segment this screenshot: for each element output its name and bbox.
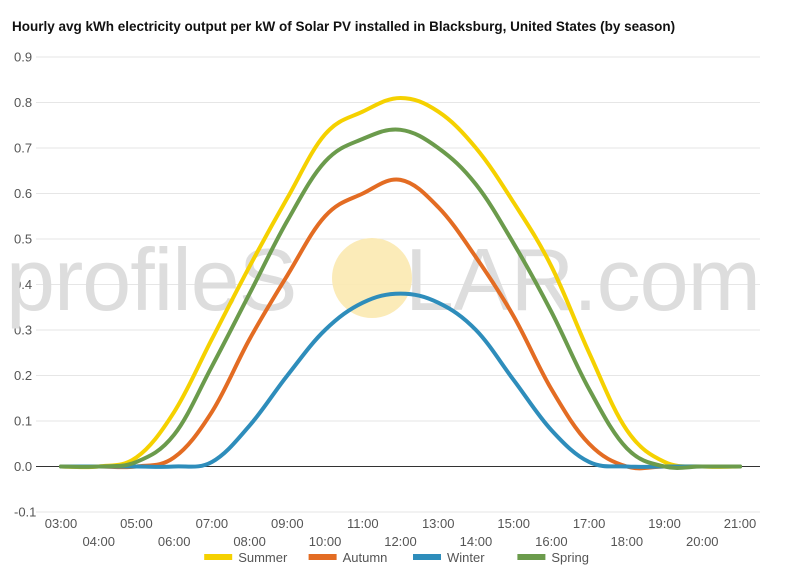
x-tick-label: 15:00 — [497, 516, 530, 531]
x-tick-label: 19:00 — [648, 516, 681, 531]
x-tick-label: 21:00 — [724, 516, 757, 531]
legend-swatch-summer — [204, 554, 233, 560]
series-line-winter — [59, 291, 742, 469]
x-tick-label: 14:00 — [460, 534, 493, 549]
y-tick-label: 0.0 — [14, 459, 32, 474]
x-tick-label: 06:00 — [158, 534, 191, 549]
legend-label-autumn: Autumn — [343, 550, 388, 565]
x-tick-label: 17:00 — [573, 516, 606, 531]
legend-label-spring: Spring — [551, 550, 589, 565]
legend-swatch-autumn — [308, 554, 337, 560]
y-tick-label: 0.6 — [14, 186, 32, 201]
y-tick-label: 0.9 — [14, 50, 32, 65]
y-tick-label: 0.2 — [14, 368, 32, 383]
y-tick-label: 0.4 — [14, 277, 32, 292]
x-tick-label: 10:00 — [309, 534, 342, 549]
y-tick-label: 0.5 — [14, 232, 32, 247]
legend-label-summer: Summer — [238, 550, 288, 565]
x-tick-label: 12:00 — [384, 534, 417, 549]
legend-swatch-spring — [517, 554, 546, 560]
watermark-text-lead: profileS — [6, 230, 296, 329]
y-tick-label: 0.3 — [14, 323, 32, 338]
series-line-spring — [59, 127, 742, 470]
y-tick-label: 0.1 — [14, 414, 32, 429]
x-tick-label: 03:00 — [45, 516, 78, 531]
x-tick-label: 16:00 — [535, 534, 568, 549]
x-tick-label: 09:00 — [271, 516, 304, 531]
y-tick-label: 0.8 — [14, 95, 32, 110]
x-tick-label: 08:00 — [233, 534, 266, 549]
x-tick-label: 04:00 — [82, 534, 115, 549]
x-tick-label: 13:00 — [422, 516, 455, 531]
y-tick-label: 0.7 — [14, 141, 32, 156]
legend-swatch-winter — [413, 554, 441, 560]
watermark-sun-icon — [332, 238, 412, 318]
x-tick-label: 11:00 — [347, 516, 379, 531]
x-tick-label: 07:00 — [196, 516, 229, 531]
x-tick-label: 20:00 — [686, 534, 719, 549]
series-line-summer — [59, 95, 742, 470]
legend-label-winter: Winter — [447, 550, 485, 565]
chart-title: Hourly avg kWh electricity output per kW… — [12, 19, 676, 34]
watermark-text-tail: LAR.com — [405, 230, 760, 329]
x-tick-label: 05:00 — [120, 516, 153, 531]
x-tick-label: 18:00 — [611, 534, 644, 549]
y-tick-label: -0.1 — [14, 505, 36, 520]
